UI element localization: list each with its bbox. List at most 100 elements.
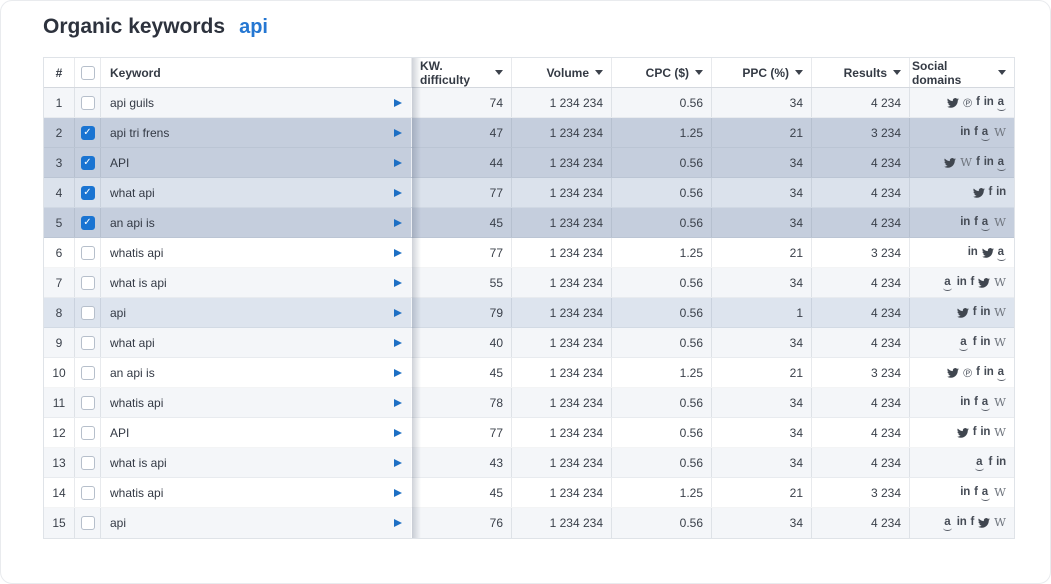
row-checkbox[interactable]	[80, 245, 95, 260]
linkedin-icon: in	[967, 245, 978, 258]
wikipedia-icon: W	[994, 515, 1006, 530]
table-row: 12 API 77 1 234 234 0.56 34 4 234 f in W	[44, 418, 1014, 448]
linkedin-icon: in	[956, 275, 967, 288]
keyword-text: what api	[110, 185, 155, 200]
volume-cell: 1 234 234	[512, 88, 612, 117]
column-header-difficulty[interactable]: KW. difficulty	[412, 58, 512, 87]
checkbox-cell: ✓	[75, 178, 101, 207]
query-keyword[interactable]: api	[239, 16, 268, 38]
row-checkbox[interactable]	[80, 365, 95, 380]
expand-arrow-icon[interactable]	[394, 158, 402, 167]
expand-arrow-icon[interactable]	[394, 458, 402, 467]
kw-difficulty-cell: 79	[412, 298, 512, 327]
kw-difficulty-cell: 76	[412, 508, 512, 538]
row-checkbox[interactable]	[80, 485, 95, 500]
table-row: 13 what is api 43 1 234 234 0.56 34 4 234 a f in	[44, 448, 1014, 478]
facebook-icon: f	[974, 215, 978, 228]
facebook-icon: f	[972, 335, 977, 348]
keyword-cell: whatis api	[101, 478, 412, 507]
expand-arrow-icon[interactable]	[394, 428, 402, 437]
kw-difficulty-cell: 74	[412, 88, 512, 117]
sort-arrow-icon	[495, 70, 503, 75]
row-checkbox[interactable]	[80, 516, 95, 530]
expand-arrow-icon[interactable]	[394, 278, 402, 287]
row-checkbox-checked[interactable]: ✓	[80, 215, 95, 230]
row-checkbox[interactable]	[80, 425, 95, 440]
facebook-icon: f	[976, 365, 980, 378]
table-row: 9 what api 40 1 234 234 0.56 34 4 234 a f in W	[44, 328, 1014, 358]
row-checkbox[interactable]	[80, 455, 95, 470]
cpc-cell: 1.25	[612, 358, 712, 387]
ppc-cell: 21	[712, 118, 812, 147]
select-all-cell	[75, 58, 101, 87]
expand-arrow-icon[interactable]	[394, 519, 402, 527]
social-domains-cell: f in W	[910, 298, 1014, 327]
kw-difficulty-cell: 44	[412, 148, 512, 177]
results-cell: 4 234	[812, 88, 910, 117]
keyword-cell: API	[101, 148, 412, 177]
expand-arrow-icon[interactable]	[394, 488, 402, 497]
expand-arrow-icon[interactable]	[394, 188, 402, 197]
column-header-cpc[interactable]: CPC ($)	[612, 58, 712, 87]
results-cell: 4 234	[812, 148, 910, 177]
table-body: 1 api guils 74 1 234 234 0.56 34 4 234 ℗ f in a 2 ✓ a…	[44, 88, 1014, 538]
expand-arrow-icon[interactable]	[394, 98, 402, 107]
column-header-ppc[interactable]: PPC (%)	[712, 58, 812, 87]
volume-cell: 1 234 234	[512, 298, 612, 327]
select-all-checkbox[interactable]	[80, 65, 95, 80]
expand-arrow-icon[interactable]	[394, 338, 402, 347]
linkedin-icon: in	[956, 516, 967, 529]
linkedin-icon: in	[960, 395, 971, 408]
row-number-cell: 2	[44, 118, 75, 147]
column-header-results[interactable]: Results	[812, 58, 910, 87]
expand-arrow-icon[interactable]	[394, 368, 402, 377]
keyword-text: whatis api	[110, 395, 164, 410]
twitter-icon	[981, 247, 994, 258]
row-number-cell: 3	[44, 148, 75, 177]
expand-arrow-icon[interactable]	[394, 398, 402, 407]
checkbox-cell	[75, 448, 101, 477]
row-checkbox-checked[interactable]: ✓	[80, 185, 95, 200]
expand-arrow-icon[interactable]	[394, 128, 402, 137]
cpc-cell: 0.56	[612, 508, 712, 538]
results-cell: 4 234	[812, 298, 910, 327]
expand-arrow-icon[interactable]	[394, 218, 402, 227]
twitter-icon	[956, 307, 969, 318]
ppc-cell: 21	[712, 358, 812, 387]
wikipedia-icon: W	[960, 154, 973, 169]
page-header: Organic keywords api	[43, 15, 268, 39]
row-number-cell: 13	[44, 448, 75, 477]
cpc-cell: 0.56	[612, 178, 712, 207]
expand-arrow-icon[interactable]	[394, 308, 402, 317]
column-header-volume[interactable]: Volume	[512, 58, 612, 87]
cpc-cell: 0.56	[612, 268, 712, 297]
checkbox-cell: ✓	[75, 208, 101, 237]
table-row: 5 ✓ an api is 45 1 234 234 0.56 34 4 234 in f a W	[44, 208, 1014, 238]
results-cell: 4 234	[812, 178, 910, 207]
kw-difficulty-cell: 77	[412, 178, 512, 207]
row-checkbox-checked[interactable]: ✓	[80, 155, 95, 170]
amazon-icon: a	[943, 275, 953, 291]
row-checkbox[interactable]	[80, 275, 95, 290]
keyword-text: api	[110, 516, 127, 530]
row-checkbox[interactable]	[80, 95, 95, 110]
results-cell: 3 234	[812, 478, 910, 507]
row-checkbox[interactable]	[80, 335, 95, 350]
table-row: 8 api 79 1 234 234 0.56 1 4 234 f in W	[44, 298, 1014, 328]
volume-cell: 1 234 234	[512, 118, 612, 147]
column-header-social-domains[interactable]: Social domains	[910, 58, 1014, 87]
table-row: 11 whatis api 78 1 234 234 0.56 34 4 234 in f a W	[44, 388, 1014, 418]
linkedin-icon: in	[996, 455, 1006, 468]
linkedin-icon: in	[980, 335, 991, 348]
keyword-cell: API	[101, 418, 412, 447]
expand-arrow-icon[interactable]	[394, 248, 402, 257]
wikipedia-icon: W	[994, 394, 1006, 409]
checkbox-cell	[75, 508, 101, 538]
row-checkbox-checked[interactable]: ✓	[80, 125, 95, 140]
row-number-cell: 8	[44, 298, 75, 327]
row-checkbox[interactable]	[80, 395, 95, 410]
checkbox-cell	[75, 268, 101, 297]
row-checkbox[interactable]	[80, 305, 95, 320]
